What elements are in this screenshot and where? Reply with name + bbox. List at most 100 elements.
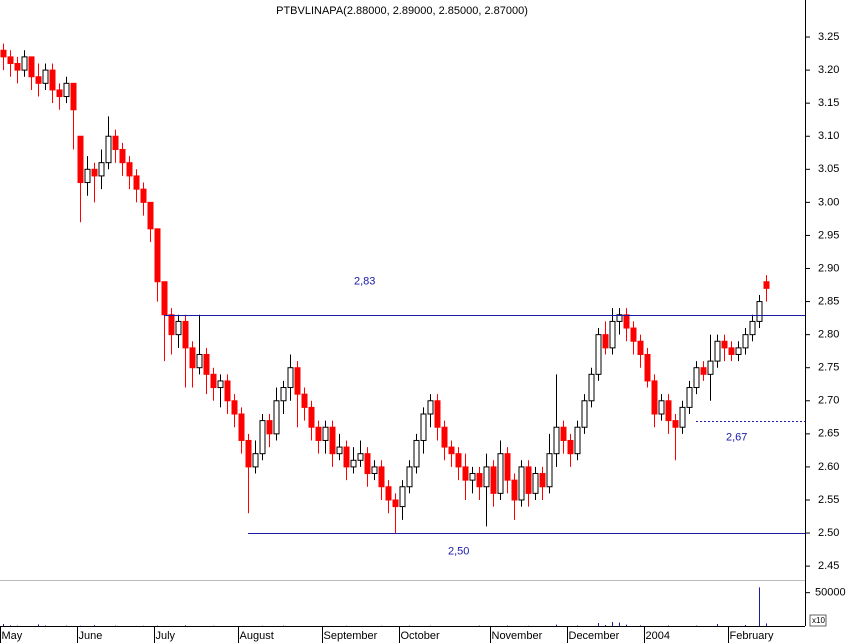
candle-body	[140, 188, 147, 203]
candle-body	[756, 301, 763, 322]
candle-body	[287, 367, 294, 389]
candle-body	[385, 486, 392, 501]
candle-body	[35, 76, 42, 84]
level-label: 2,50	[448, 545, 469, 557]
candle-body	[637, 340, 644, 355]
level-label: 2,67	[726, 431, 747, 443]
candle-body	[315, 426, 322, 441]
volume-multiplier: x10	[812, 616, 825, 625]
candle-body	[161, 281, 168, 316]
candle-body	[70, 82, 77, 111]
x-tick-label: November	[492, 630, 543, 642]
candle-body	[21, 56, 28, 71]
x-tick-label: October	[401, 630, 440, 642]
y-tick-label: 3.20	[818, 64, 839, 76]
candle-body	[651, 380, 658, 415]
candle-body	[574, 426, 581, 455]
candle-body	[602, 334, 609, 349]
candle-body	[98, 162, 105, 177]
candle-body	[441, 426, 448, 448]
y-tick-label: 2.60	[818, 461, 839, 473]
candle-body	[308, 406, 315, 428]
candle-body	[189, 347, 196, 369]
y-tick-label: 3.10	[818, 130, 839, 142]
candle-body	[679, 406, 686, 428]
level-label: 2,83	[354, 275, 375, 287]
candle-body	[553, 426, 560, 455]
candle-body	[700, 367, 707, 375]
candle-body	[343, 446, 350, 468]
candle-body	[28, 56, 35, 78]
candle-body	[322, 426, 329, 441]
candle-body	[707, 360, 714, 375]
candle-body	[238, 413, 245, 441]
candle-body	[203, 353, 210, 375]
candle-body	[84, 168, 91, 184]
x-tick-label: June	[79, 630, 103, 642]
candle-body	[119, 148, 126, 164]
candle-body	[665, 400, 672, 422]
y-tick-label: 2.50	[818, 527, 839, 539]
candle-body	[693, 367, 700, 389]
y-tick-label: 2.95	[818, 229, 839, 241]
candle-body	[336, 446, 343, 455]
y-tick-label: 2.65	[818, 428, 839, 440]
candle-body	[686, 387, 693, 408]
candle-body	[658, 400, 665, 415]
candle-body	[266, 420, 273, 435]
candle-body	[742, 334, 749, 349]
candle-body	[560, 426, 567, 441]
candle-body	[588, 373, 595, 402]
candle-body	[518, 466, 525, 501]
candle-body	[77, 135, 84, 184]
candle-body	[329, 426, 336, 455]
candle-body	[714, 340, 721, 362]
candle-body	[420, 413, 427, 441]
y-tick-label: 3.15	[818, 97, 839, 109]
y-tick-label: 2.55	[818, 494, 839, 506]
candle-body	[399, 486, 406, 508]
candle-body	[231, 400, 238, 415]
candle-body	[609, 320, 616, 349]
candle-body	[735, 347, 742, 355]
candle-body	[434, 400, 441, 428]
x-tick-label: 2004	[646, 630, 670, 642]
candle-body	[728, 347, 735, 355]
y-tick-label: 3.25	[818, 31, 839, 43]
y-tick-label: 2.75	[818, 362, 839, 374]
candle-body	[175, 320, 182, 336]
candle-body	[56, 89, 63, 98]
candle-body	[448, 446, 455, 455]
candle-body	[224, 380, 231, 402]
y-tick-label: 2.80	[818, 329, 839, 341]
candle-body	[427, 400, 434, 415]
candle-body	[245, 439, 252, 468]
candle-body	[217, 380, 224, 389]
y-tick-label: 2.90	[818, 262, 839, 274]
candle-body	[294, 367, 301, 395]
candle-body	[378, 466, 385, 488]
candle-body	[210, 373, 217, 389]
candle-body	[476, 473, 483, 488]
candle-body	[182, 320, 189, 349]
candle-body	[623, 314, 630, 329]
candle-body	[567, 439, 574, 455]
candle-body	[91, 168, 98, 177]
x-tick-label: August	[240, 630, 274, 642]
candle-body	[259, 420, 266, 455]
x-tick-label: July	[156, 630, 176, 642]
candle-body	[721, 340, 728, 349]
candle-body	[455, 453, 462, 468]
candle-body	[469, 473, 476, 481]
candle-body	[504, 453, 511, 481]
candle-body	[14, 62, 21, 71]
candle-body	[49, 69, 56, 91]
chart-title: PTBVLINAPA(2.88000, 2.89000, 2.85000, 2.…	[276, 5, 528, 17]
x-tick-label: May	[2, 630, 23, 642]
candle-body	[525, 466, 532, 494]
candle-body	[371, 466, 378, 475]
candle-body	[539, 473, 546, 488]
y-tick-label: 3.05	[818, 163, 839, 175]
